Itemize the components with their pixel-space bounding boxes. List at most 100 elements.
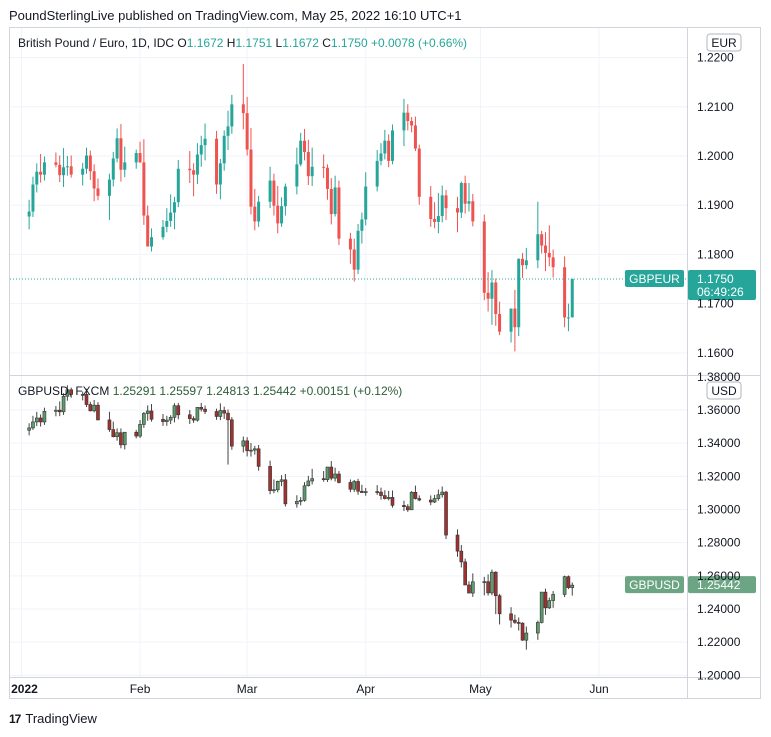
legend-change: +0.0078 (+0.66%): [371, 36, 467, 50]
candle: [65, 385, 70, 401]
candle-body: [406, 112, 410, 122]
candle: [310, 468, 314, 485]
y-tick-label: 1.30000: [697, 503, 741, 517]
candle: [433, 202, 437, 229]
candle-body: [92, 404, 96, 412]
candle-body: [570, 279, 574, 318]
candle-body: [134, 431, 139, 437]
candle: [509, 607, 513, 628]
candle-body: [145, 410, 150, 414]
x-tick-label: 2022: [11, 682, 38, 696]
candle: [122, 431, 127, 450]
candle: [295, 147, 299, 195]
candle-body: [413, 491, 418, 499]
candle-body: [80, 394, 85, 396]
candle-body: [562, 576, 567, 595]
candle: [199, 135, 203, 167]
candle: [252, 445, 257, 455]
text-layer: 2022 Feb Mar Apr May Jun 1.2200 1.2100 1.2000 1.1…: [11, 36, 741, 696]
candle: [107, 173, 111, 220]
candle-body: [218, 410, 223, 417]
candle-body: [486, 581, 490, 594]
candle: [543, 588, 548, 615]
candle: [364, 172, 368, 226]
candle-body: [524, 260, 528, 266]
candle: [119, 428, 123, 449]
candle: [325, 466, 330, 482]
candle: [295, 495, 299, 508]
candle-body: [226, 412, 230, 421]
candle-body: [226, 126, 230, 136]
legend-ohlc-letter: H: [227, 36, 236, 50]
candle-body: [356, 481, 360, 492]
candle-body: [497, 595, 502, 615]
legend-symbol: British Pound / Euro, 1D, IDC: [18, 36, 177, 50]
candle-body: [547, 252, 551, 258]
candle-body: [467, 201, 471, 204]
candle: [387, 134, 391, 168]
candle-body: [241, 440, 246, 447]
candle: [119, 123, 123, 182]
legend-symbol: GBPUSD, FXCM: [18, 384, 113, 398]
candle: [360, 212, 364, 244]
candle-body: [299, 140, 303, 165]
candle: [192, 163, 196, 197]
candle-body: [566, 317, 570, 319]
candle: [176, 402, 181, 420]
y-tick-label: 1.1600: [697, 346, 734, 360]
candle-body: [390, 497, 395, 506]
candle: [203, 405, 207, 414]
candle: [375, 150, 379, 192]
candle: [463, 175, 467, 214]
grid-layer: [10, 28, 760, 698]
candle: [436, 489, 441, 501]
candle: [27, 423, 31, 436]
candle: [172, 403, 177, 423]
candle-body: [387, 140, 391, 161]
candle: [306, 475, 311, 487]
candle: [432, 494, 437, 504]
candle: [390, 124, 394, 165]
candle-body: [38, 417, 43, 423]
candle-body: [409, 491, 414, 511]
candle-body: [536, 234, 540, 261]
candle: [84, 147, 88, 174]
candle: [375, 485, 379, 495]
candle: [547, 225, 551, 267]
candle: [303, 128, 307, 161]
candle-body: [58, 164, 62, 176]
candle-body: [35, 171, 39, 185]
candle: [222, 406, 226, 419]
candle: [145, 405, 150, 421]
candle: [241, 436, 246, 453]
candle-body: [509, 308, 513, 332]
candle: [115, 428, 119, 441]
candle: [321, 471, 326, 482]
candle: [123, 146, 127, 178]
candle: [283, 183, 287, 216]
y-tick-label: 1.28000: [697, 536, 741, 550]
candle: [517, 258, 521, 337]
tradingview-footer[interactable]: 17 TradingView: [9, 711, 97, 726]
candle: [539, 591, 544, 624]
candle: [42, 156, 46, 181]
candle: [329, 178, 333, 225]
candle: [280, 197, 284, 227]
candle-body: [494, 282, 498, 314]
y-tick-label: 1.32000: [697, 469, 741, 483]
candle: [563, 256, 567, 328]
candle: [356, 223, 360, 275]
y-tick-label: 1.38000: [697, 370, 741, 384]
candle: [363, 487, 368, 496]
candle: [486, 574, 490, 596]
candle-body: [322, 166, 326, 168]
candle-body: [490, 571, 494, 594]
candle-body: [176, 405, 181, 416]
candle-body: [138, 153, 142, 163]
candle: [493, 571, 498, 615]
candle-body: [257, 201, 261, 222]
candle: [551, 591, 555, 608]
candle-body: [230, 104, 234, 127]
candle: [111, 152, 115, 187]
